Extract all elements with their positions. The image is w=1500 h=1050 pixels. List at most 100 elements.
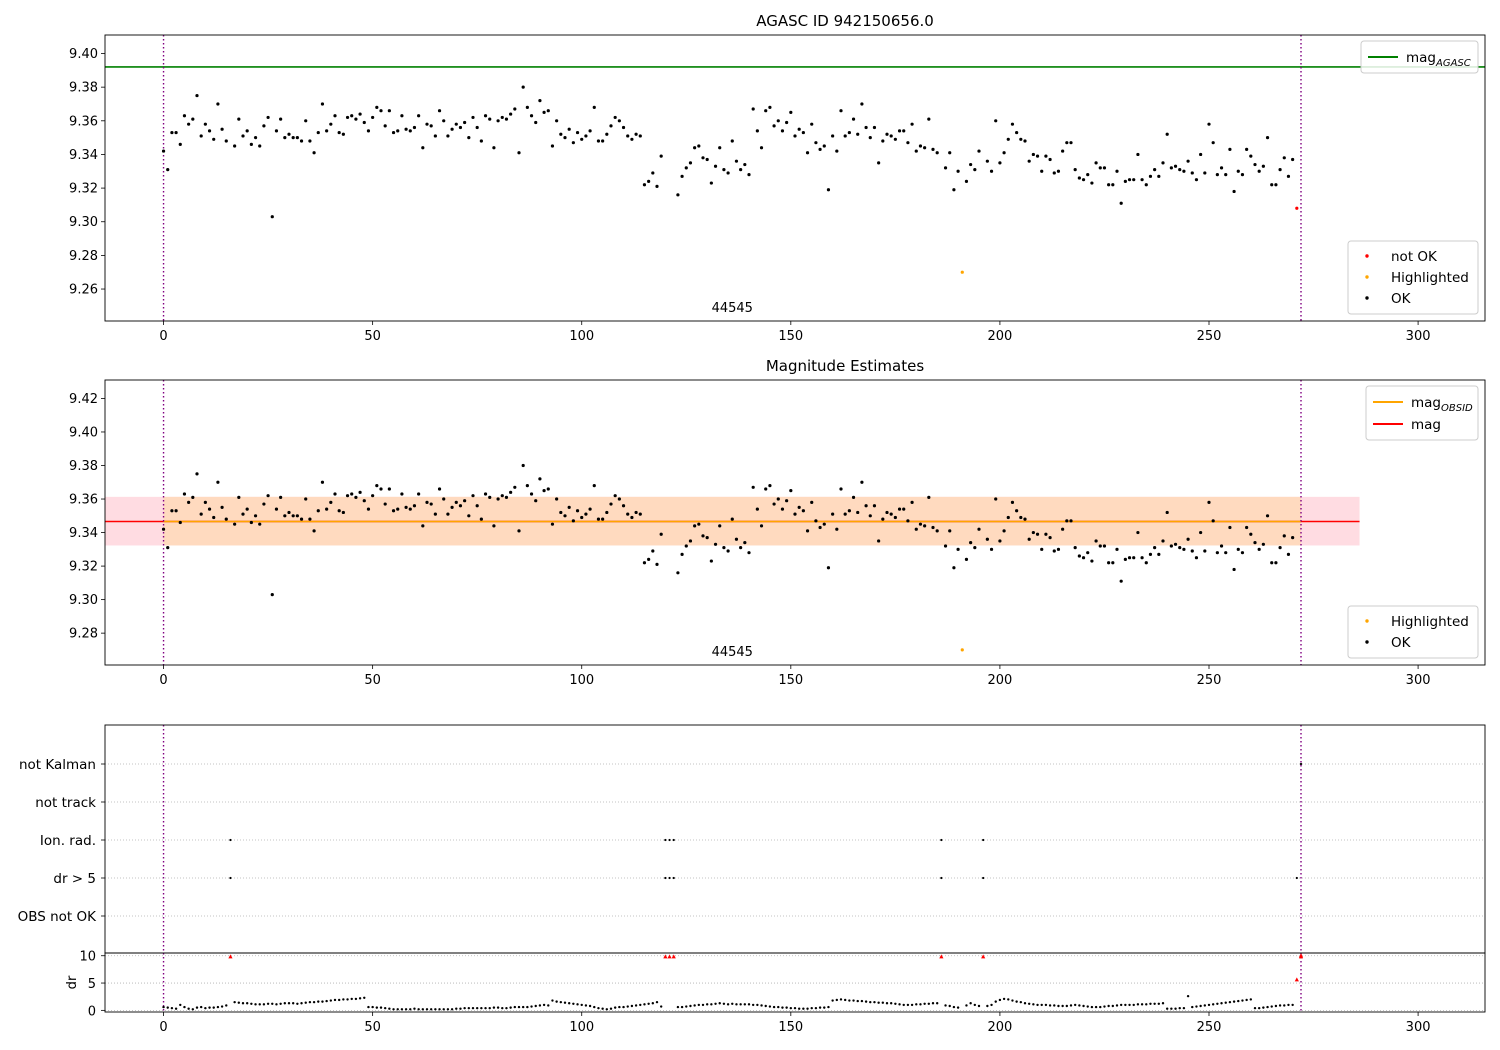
dr-point [931,1002,935,1005]
dr-point [785,1006,788,1009]
dr-point [685,1005,688,1008]
y-tick-label: 9.32 [69,182,98,197]
dr-point [1224,1001,1227,1004]
ok-point [1069,519,1073,523]
ok-point [325,129,329,133]
ok-point [383,124,387,128]
ok-point [680,174,684,178]
dr-flag-marker [1294,977,1299,982]
dr-point [935,1002,939,1005]
ok-point [923,146,927,150]
ok-point [856,132,860,136]
ok-point [341,132,345,136]
ok-point [1199,530,1203,535]
ok-point [496,497,500,501]
ok-point [588,507,592,511]
ok-point [642,561,647,565]
dr-point [768,1005,772,1008]
ok-point [1077,176,1081,180]
ok-point [1278,167,1282,172]
dr-point [1178,1006,1181,1010]
dr-point [580,1003,583,1007]
ok-point [1061,527,1065,531]
flag-category-label: OBS not OK [18,909,98,925]
dr-point [308,1000,312,1004]
dr-tick-label: 5 [88,977,96,992]
ok-point [1073,167,1077,172]
ok-point [910,122,914,126]
dr-point [212,1006,215,1009]
dr-point [346,998,349,1001]
x-tick-label: 100 [569,329,594,344]
ok-point [400,492,404,496]
ok-point [475,125,479,130]
ok-point [492,524,496,528]
ok-point [1228,525,1232,530]
ok-point [1236,169,1240,173]
ok-point [1240,173,1245,177]
ok-point [722,546,726,550]
ok-point [734,537,739,541]
ok-point [772,124,776,128]
dr-point [450,1008,454,1011]
ok-point [818,525,822,530]
dr-point [806,1007,809,1010]
dr-flag-marker [663,954,668,959]
ok-point [1065,141,1069,145]
ok-point [371,494,375,498]
ok-point [262,502,266,506]
ok-point [1119,579,1123,583]
dr-point [1128,1003,1131,1007]
ok-point [1240,551,1245,555]
dr-point [718,1002,721,1005]
ok-point [994,119,998,123]
ok-point [810,500,814,504]
dr-point [220,1005,224,1008]
ok-point [605,132,609,136]
dr-point [1119,1003,1123,1007]
ok-point [584,134,588,138]
ok-point [626,512,630,516]
ok-point [366,129,371,133]
ok-point [592,484,596,488]
ok-point [621,504,626,508]
ok-point [1274,183,1278,187]
ok-point [1265,136,1270,140]
magnitude-panel-1: AGASC ID 942150656.0 44545 0 50 100 150 200 250… [69,12,1486,344]
ok-point [417,492,421,496]
ok-point [253,514,258,518]
ok-point [513,107,517,111]
dr-flag-marker [981,954,986,959]
dr-point [739,1003,742,1006]
legend-label: magAGASC [1406,50,1471,69]
ok-point [835,149,839,153]
dr-point [743,1003,747,1006]
x-tick-label: 300 [1406,1020,1431,1035]
ok-point [797,505,801,510]
ok-point [839,487,843,491]
dr-point [350,997,353,1001]
dr-point [869,1000,872,1004]
ok-point [291,136,295,140]
ok-point [1115,169,1119,173]
y-tick-label: 9.30 [69,215,98,230]
ok-point [1140,556,1144,560]
ok-point [893,137,897,141]
ok-point [952,566,956,570]
ok-point [274,129,279,133]
ok-point [872,504,877,508]
ok-point [1178,167,1182,172]
dr-point [208,1006,211,1009]
dr-point [944,1004,947,1007]
dr-point [1002,997,1006,1001]
ok-point [801,130,805,135]
x-tick-label: 50 [364,1020,381,1035]
ok-point [337,509,341,513]
ok-point [513,485,517,489]
ok-point [429,502,433,506]
ok-point [1040,169,1044,173]
dr-point [363,996,366,999]
dr-point [973,1003,977,1007]
ok-point [161,149,166,153]
dr-flag-marker [228,954,233,959]
